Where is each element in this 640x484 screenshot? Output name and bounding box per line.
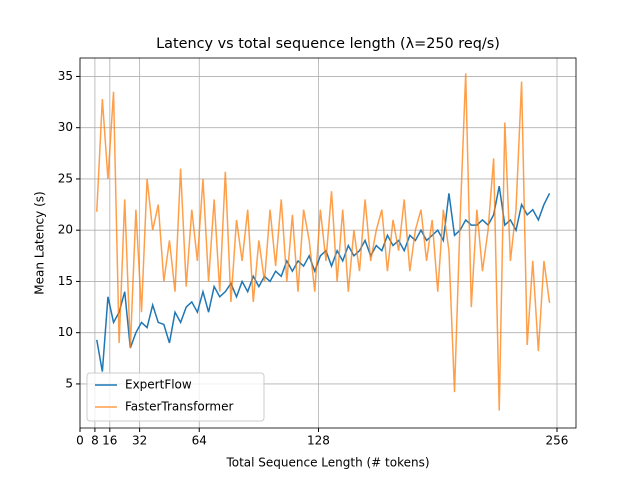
y-axis-label: Mean Latency (s) [33,191,47,294]
x-tick-label: 32 [132,434,147,448]
x-axis-label: Total Sequence Length (# tokens) [225,456,429,470]
legend-label: FasterTransformer [125,400,234,414]
x-tick-label: 0 [76,434,84,448]
legend-label: ExpertFlow [125,378,192,392]
plot-frame [79,57,577,429]
line-series [96,185,551,372]
x-tick-label: 64 [192,434,207,448]
y-tick-label: 30 [58,120,73,134]
y-tick-label: 5 [65,376,73,390]
y-tick-label: 20 [58,223,73,237]
x-tick-label: 256 [546,434,569,448]
line-series [96,73,551,411]
chart-title: Latency vs total sequence length (λ=250 … [156,36,500,52]
y-tick-label: 15 [58,274,73,288]
y-tick-label: 10 [58,325,73,339]
x-tick-label: 8 [91,434,99,448]
y-tick-label: 25 [58,171,73,185]
x-tick-label: 16 [102,434,117,448]
x-tick-label: 128 [307,434,330,448]
legend-box [86,372,265,422]
y-tick-label: 35 [58,69,73,83]
